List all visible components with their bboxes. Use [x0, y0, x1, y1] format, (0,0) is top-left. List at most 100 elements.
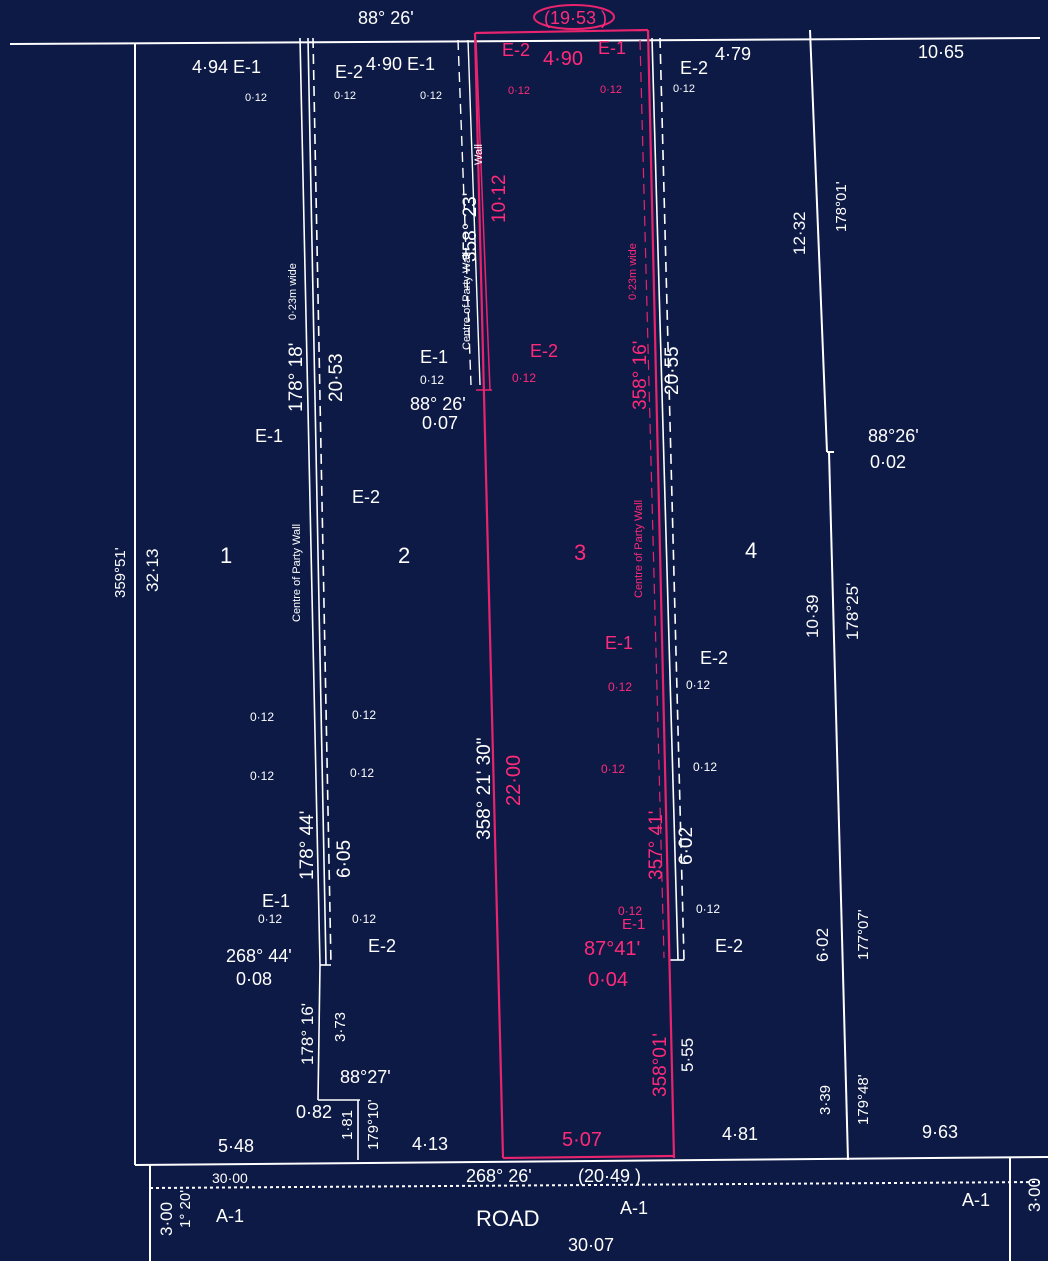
- lot3-e1-low: E-1: [605, 633, 633, 653]
- wall23-top-label: 4·90 E-1: [366, 54, 435, 74]
- road-left-bearing: 1° 20': [177, 1190, 194, 1228]
- wall23-long-bearing: 358° 21' 30": [474, 738, 495, 841]
- wall12-dist-upper: 20·53: [326, 353, 347, 402]
- wall23-top-off: 0·12: [420, 90, 442, 102]
- wall12-e2-mid: E-2: [352, 487, 380, 507]
- left-dist: 32·13: [143, 549, 162, 592]
- party-wall-3-4: [651, 37, 685, 961]
- lot-2-label: 2: [398, 543, 410, 568]
- wall12-end-bearing: 268° 44': [226, 946, 292, 966]
- lot3-e2-mid: E-2: [530, 341, 558, 361]
- frontage-oval: [533, 4, 615, 30]
- wall12-e1-low: E-1: [262, 891, 290, 911]
- lot3-off-end: 0·12: [618, 904, 642, 918]
- wall34-tail-dist: 5·55: [678, 1038, 697, 1072]
- wall12-off-low-l: 0·12: [258, 912, 282, 926]
- lot-3-labels: (19·53 ) E-2 4·90 E-1 0·12 0·12 10·12 E-…: [489, 8, 671, 1151]
- lot3-top-e2: E-2: [502, 40, 530, 60]
- wall12-party-note: Centre of Party Wall: [291, 524, 303, 622]
- wall23-bearing: 358° 23': [460, 193, 481, 262]
- wall34-dist-upper: 20·55: [662, 346, 683, 395]
- lot3-off-mid: 0·12: [512, 371, 536, 385]
- wall12-dist-lower: 6·05: [334, 840, 355, 878]
- wall12-off-4: 0·12: [350, 766, 374, 780]
- lot3-e1-end: E-1: [622, 916, 645, 933]
- lot3-top-e1: E-1: [598, 38, 626, 58]
- road-right-width: 3·00: [1025, 1178, 1044, 1212]
- lot3-off-r: 0·12: [600, 84, 622, 96]
- wall12-off-2: 0·12: [352, 708, 376, 722]
- wall34-dist-lower: 6·02: [676, 827, 697, 865]
- road-name: ROAD: [476, 1206, 540, 1231]
- wall12-top-off-l: 0·12: [245, 92, 267, 104]
- bottom-dist-lot4: 4·81: [722, 1124, 758, 1144]
- road-inner-line: [149, 1181, 1041, 1189]
- left-bearing: 359°51': [112, 547, 129, 598]
- wall12-notch-bearing2: 179°10': [365, 1099, 382, 1150]
- lot3-bearing-right: 358° 16': [630, 341, 651, 410]
- road-dist-bottom: 30·07: [568, 1235, 614, 1255]
- road-easement-left: A-1: [216, 1206, 244, 1226]
- wall34-top-off: 0·12: [673, 83, 695, 95]
- wall34-top-e2: E-2: [680, 58, 708, 78]
- bottom-bearing: 268° 26': [466, 1166, 532, 1186]
- lot-4-label: 4: [745, 538, 757, 563]
- wall12-top-e2: E-2: [335, 62, 363, 82]
- top-frontage: (19·53 ): [544, 8, 607, 28]
- wall12-notch-dist-h: 1·81: [339, 1110, 356, 1140]
- right-boundary-upper: [809, 29, 828, 453]
- wall12-off-3: 0·12: [250, 769, 274, 783]
- wall12-width-note: 0·23m wide: [287, 263, 299, 320]
- top-right-dist: 10·65: [918, 42, 964, 62]
- top-boundary-line: [9, 37, 1041, 45]
- lot3-top-dist: 4·90: [543, 48, 583, 70]
- wall23-end-dist: 0·07: [422, 413, 458, 433]
- bottom-boundary-line: [134, 1156, 1048, 1166]
- party-wall-1-2: [299, 37, 360, 1160]
- lot3-off-low2: 0·12: [601, 762, 625, 776]
- road-easement-mid: A-1: [620, 1198, 648, 1218]
- wall12-top-off-r: 0·12: [334, 90, 356, 102]
- wall23-e1-mid: E-1: [420, 347, 448, 367]
- wall23-suffix: Wall: [473, 144, 485, 165]
- wall12-off-low-r: 0·12: [352, 912, 376, 926]
- lot3-dist-upper: 10·12: [489, 174, 510, 223]
- wall12-notch-dist-w: 0·82: [296, 1102, 332, 1122]
- wall12-off-1: 0·12: [250, 710, 274, 724]
- jog-bearing: 88°26': [868, 426, 919, 446]
- lot3-bottom-bearing: 358°01': [650, 1033, 671, 1097]
- jog-dist: 0·02: [870, 452, 906, 472]
- wall12-top-e1: 4·94 E-1: [192, 57, 261, 77]
- wall23-off-mid: 0·12: [420, 373, 444, 387]
- lot-3-outline: [473, 28, 676, 1160]
- lot3-off-low: 0·12: [608, 680, 632, 694]
- lot3-bearing-low: 357° 41': [646, 811, 667, 880]
- wall34-e2-mid: E-2: [700, 648, 728, 668]
- right-boundary-lower: [828, 451, 849, 1161]
- wall34-off-mid: 0·12: [686, 678, 710, 692]
- wall12-end-dist: 0·08: [236, 969, 272, 989]
- top-dist-lot4: 4·79: [715, 44, 751, 64]
- wall12-bearing-lower: 178° 44': [297, 811, 318, 880]
- wall12-bearing-upper: 178° 18': [286, 343, 307, 412]
- wall34-off-end: 0·12: [696, 902, 720, 916]
- lot3-end-dist: 0·04: [588, 969, 628, 991]
- wall34-off-mid2: 0·12: [693, 760, 717, 774]
- right-bearing-mid: 178°25': [843, 583, 862, 640]
- bottom-dist-right: 9·63: [922, 1122, 958, 1142]
- wall34-e2-end: E-2: [715, 936, 743, 956]
- lot-1-label: 1: [220, 543, 232, 568]
- bottom-frontage: (20·49 ): [578, 1166, 641, 1186]
- bottom-dist-lot2: 4·13: [412, 1134, 448, 1154]
- right-dist-low: 6·02: [813, 928, 832, 962]
- wall12-e2-low: E-2: [368, 936, 396, 956]
- boundary-lines: [9, 29, 1048, 1261]
- right-dist-bottom: 3·39: [817, 1085, 834, 1115]
- bottom-dist-lot1: 5·48: [218, 1136, 254, 1156]
- lot3-width-note: 0·23m wide: [627, 243, 639, 300]
- road-left-width: 3·00: [157, 1202, 176, 1236]
- road-easement-right: A-1: [962, 1190, 990, 1210]
- lot3-dist-long: 22·00: [503, 755, 525, 806]
- road-dist-top: 30·00: [212, 1170, 248, 1186]
- white-labels: 88° 26' 10·65 4·79 4·94 E-1 E-2 0·12 0·1…: [112, 8, 1044, 1255]
